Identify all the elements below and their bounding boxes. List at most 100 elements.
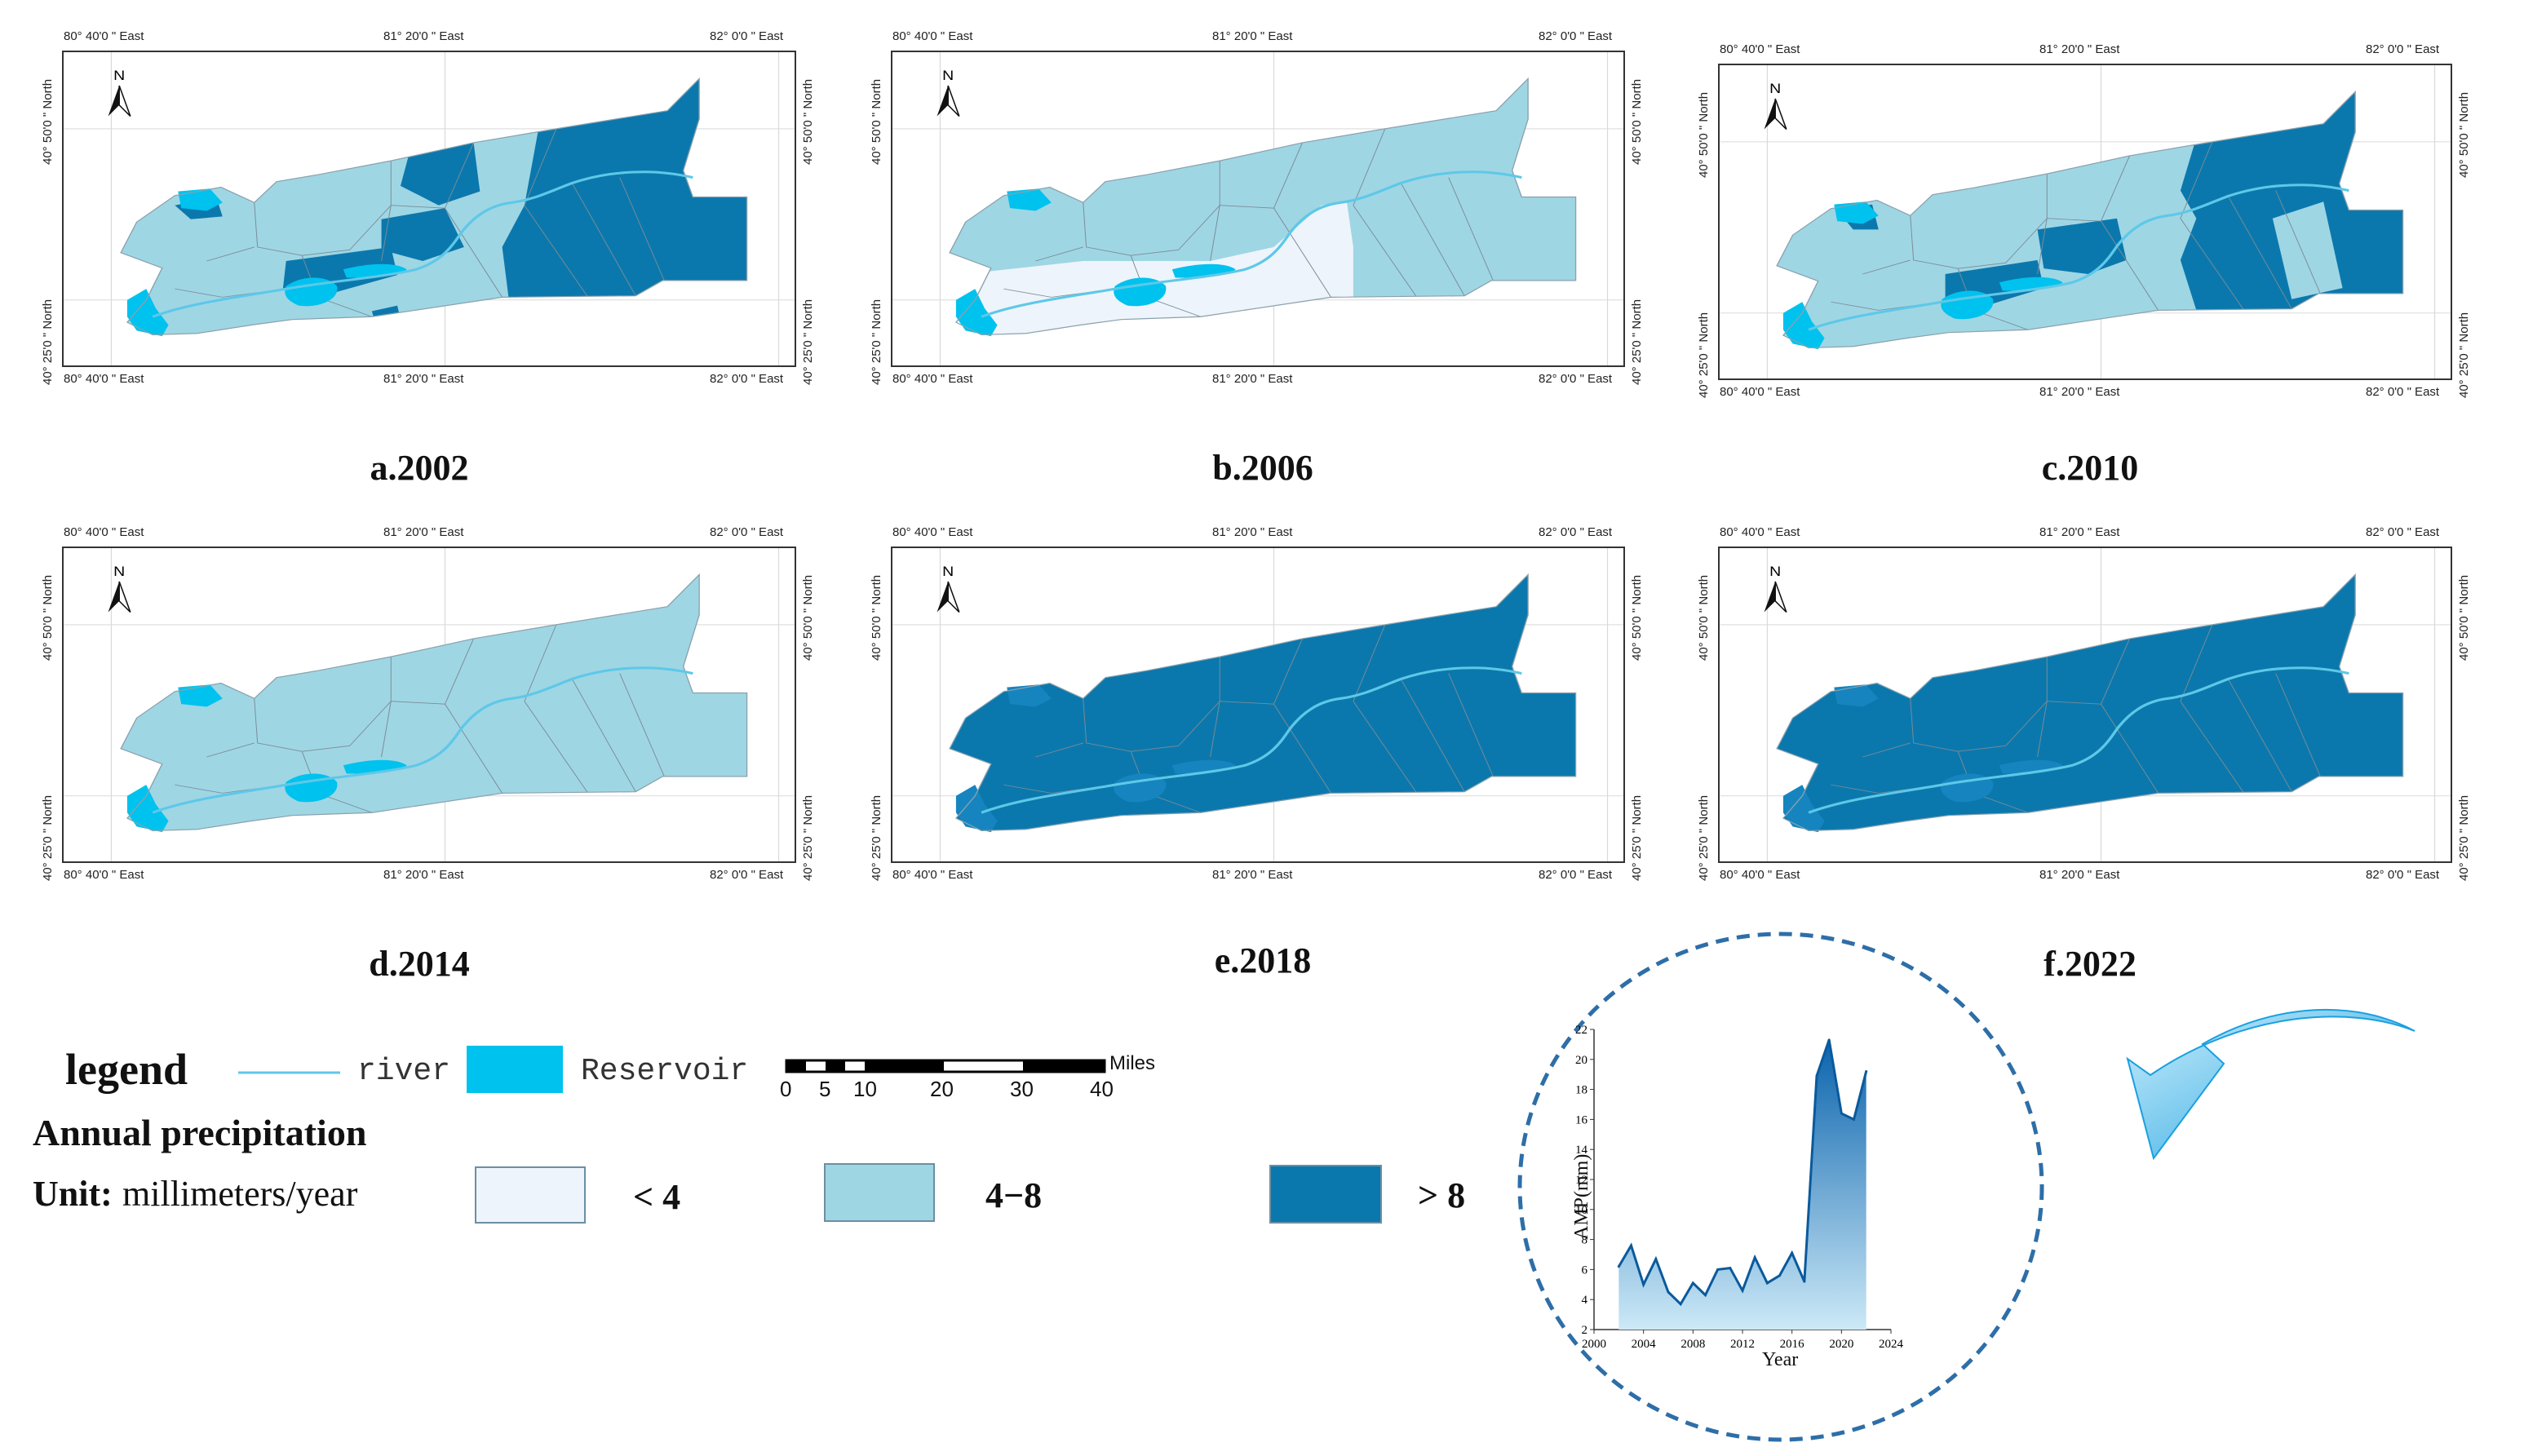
coord-left-label: 40° 50'0 " North (1697, 574, 1711, 661)
coord-bottom-label: 81° 20'0 " East (2039, 868, 2120, 882)
coord-bottom-label: 81° 20'0 " East (383, 372, 464, 386)
scale-tick-5: 5 (819, 1077, 831, 1101)
admin-boundary (206, 742, 255, 758)
admin-boundary (1862, 742, 1911, 758)
x-tick-label: 2012 (1730, 1338, 1755, 1351)
coord-right-label: 40° 50'0 " North (2457, 574, 2471, 661)
north-label: N (942, 67, 954, 83)
coord-top-label: 82° 0'0 " East (2366, 42, 2440, 56)
admin-boundary (1448, 673, 1494, 777)
coord-bottom-label: 82° 0'0 " East (2366, 385, 2440, 399)
coord-bottom-label: 80° 40'0 " East (1720, 385, 1800, 399)
coord-top-label: 81° 20'0 " East (383, 29, 464, 43)
coord-right-label: 40° 50'0 " North (801, 574, 815, 661)
admin-boundary (2037, 218, 2048, 275)
curved-arrow (2126, 1008, 2416, 1161)
map-title-c: c.2010 (2041, 448, 2139, 488)
map-canvas: N (1720, 548, 2451, 861)
coord-left-label: 40° 50'0 " North (41, 78, 55, 165)
coord-right-label: 40° 50'0 " North (1630, 78, 1644, 165)
amp-point (1654, 1258, 1658, 1261)
coord-top-label: 80° 40'0 " East (64, 29, 144, 43)
coord-left-label: 40° 50'0 " North (41, 574, 55, 661)
coord-left-label: 40° 25'0 " North (1697, 312, 1711, 398)
map-panel-c: N 80° 40'0 " East 81° 20'0 " East 82° 0'0 "… (1689, 36, 2472, 399)
admin-boundary (571, 183, 636, 296)
admin-boundary (254, 161, 392, 256)
reservoir-shape (1007, 188, 1052, 211)
coord-left-label: 40° 25'0 " North (870, 299, 883, 385)
coord-bottom-label: 80° 40'0 " East (892, 372, 973, 386)
x-tick-label: 2008 (1680, 1338, 1705, 1351)
coord-top-label: 80° 40'0 " East (892, 525, 973, 539)
region-outline (949, 573, 1577, 832)
amp-point (1840, 1112, 1843, 1115)
coord-bottom-label: 80° 40'0 " East (64, 868, 144, 882)
north-arrow-icon: N (108, 563, 131, 613)
scale-tick-40: 40 (1090, 1077, 1114, 1101)
admin-boundary (381, 701, 392, 758)
coord-right-label: 40° 25'0 " North (801, 299, 815, 385)
reservoir-label: Reservoir (581, 1054, 749, 1089)
amp-point (1716, 1268, 1720, 1271)
admin-boundary (445, 207, 503, 298)
scale-bar (785, 1059, 1106, 1073)
amp-point (1704, 1294, 1707, 1297)
amp-point (1815, 1074, 1818, 1078)
y-tick-label: 8 (1582, 1234, 1588, 1247)
arrow-shape (2126, 1008, 2416, 1161)
chart-ylabel: AMP(mm) (1571, 1153, 1592, 1240)
admin-boundary (524, 205, 589, 298)
admin-boundary (1210, 701, 1220, 758)
scale-tick-0: 0 (780, 1077, 792, 1101)
scale-seg-1 (786, 1060, 806, 1072)
admin-boundary (1273, 703, 1332, 794)
coord-top-label: 81° 20'0 " East (2039, 42, 2120, 56)
admin-boundary (1353, 701, 1418, 794)
map-frame: N (1718, 547, 2452, 863)
admin-boundary (1083, 161, 1220, 256)
reservoir-shape (1941, 290, 1994, 320)
precip-zones (950, 574, 1576, 831)
admin-boundary (619, 177, 665, 281)
chart-xlabel: Year (1762, 1349, 1799, 1370)
reservoir-shape (1834, 201, 1879, 224)
precip-zone (2037, 218, 2127, 274)
coord-top-label: 81° 20'0 " East (2039, 525, 2120, 539)
x-tick-label: 2024 (1879, 1338, 1904, 1351)
amp-point (1791, 1251, 1794, 1255)
class-label-high: > 8 (1418, 1175, 1466, 1215)
north-arrow-left (1764, 581, 1776, 613)
north-label: N (113, 67, 125, 83)
north-arrow-icon: N (108, 67, 131, 117)
legend: legend river Reservoir Miles 0 5 10 20 3… (0, 1036, 1509, 1248)
reservoir-shape (178, 684, 223, 707)
reservoir-shape (285, 773, 338, 803)
admin-boundary (2101, 220, 2159, 311)
north-arrow-left (937, 581, 949, 613)
region-base-zone (121, 574, 747, 831)
region-outline (949, 77, 1577, 336)
admin-boundary (206, 246, 255, 262)
x-tick-label: 2016 (1780, 1338, 1805, 1351)
precip-zones (121, 78, 747, 335)
precip-zone (955, 202, 1353, 335)
north-label: N (113, 563, 125, 579)
north-label: N (942, 563, 954, 579)
scale-seg-3 (865, 1060, 944, 1072)
scale-seg-4 (1023, 1060, 1105, 1072)
admin-boundary (445, 703, 503, 794)
y-tick-label: 12 (1575, 1174, 1587, 1187)
coord-left-label: 40° 50'0 " North (870, 574, 883, 661)
map-panel-b: N 80° 40'0 " East 81° 20'0 " East 82° 0'0 "… (861, 23, 1645, 386)
reservoir-shape (178, 188, 223, 211)
class-label-mid: 4−8 (985, 1175, 1043, 1215)
map-panel-a: N 80° 40'0 " East 81° 20'0 " East 82° 0'0 "… (33, 23, 816, 386)
coord-top-label: 80° 40'0 " East (1720, 42, 1800, 56)
amp-area-chart: 2 4 6 8 10 12 14 16 18 20 22 2000 2004 2008 2012 2016 20… (1575, 1024, 1904, 1351)
unit-prefix: Unit: (33, 1174, 113, 1214)
map-panel-f: N 80° 40'0 " East 81° 20'0 " East 82° 0'0 "… (1689, 519, 2472, 882)
region-outline (1776, 90, 2404, 349)
map-panel-e: N 80° 40'0 " East 81° 20'0 " East 82° 0'0 "… (861, 519, 1645, 882)
admin-boundary (524, 624, 557, 701)
